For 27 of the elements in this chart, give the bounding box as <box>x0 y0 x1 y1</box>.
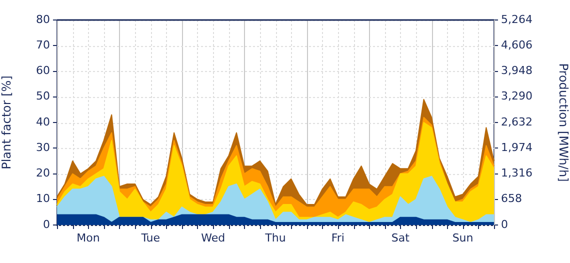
y2-tick-label: 0 <box>501 218 508 231</box>
y2-tick-label: 1,974 <box>501 140 532 154</box>
y2-tick-label: 5,264 <box>501 12 532 26</box>
y2-tick-label: 658 <box>501 192 522 206</box>
x-tick-label: Wed <box>201 231 226 244</box>
x-tick-label: Sun <box>452 231 474 244</box>
y-tick-label: 20 <box>36 166 50 180</box>
y2-tick-label: 2,632 <box>501 115 532 128</box>
y-tick-label: 60 <box>36 64 50 78</box>
x-tick-label: Mon <box>76 231 100 244</box>
y-tick-label: 50 <box>36 90 50 103</box>
x-tick-label: Fri <box>331 231 344 244</box>
y2-tick-label: 4,606 <box>501 38 532 52</box>
y2-tick-label: 3,948 <box>501 64 532 78</box>
y2-tick-label: 3,290 <box>501 90 532 103</box>
x-tick-label: Tue <box>140 231 160 244</box>
x-tick-label: Sat <box>391 231 410 244</box>
y-tick-label: 10 <box>36 192 50 206</box>
y-tick-label: 80 <box>36 12 50 26</box>
y-tick-label: 0 <box>43 218 50 231</box>
y-tick-label: 40 <box>36 115 50 128</box>
x-tick-label: Thu <box>264 231 286 244</box>
y-axis-title: Plant factor [%] <box>0 76 14 170</box>
y-tick-label: 70 <box>36 38 50 52</box>
y2-tick-label: 1,316 <box>501 166 532 180</box>
y2-axis-title: Production [MWh/h] <box>556 63 570 182</box>
y-tick-label: 30 <box>36 140 50 154</box>
